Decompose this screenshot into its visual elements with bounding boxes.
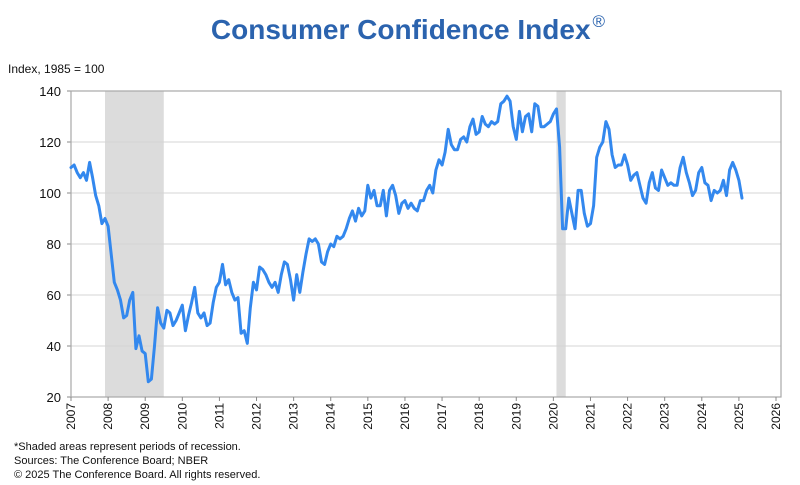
x-tick-label: 2023	[658, 403, 672, 430]
series-line	[69, 94, 744, 384]
y-tick-label: 100	[39, 186, 61, 201]
chart-title: Consumer Confidence Index ®	[0, 12, 800, 46]
y-tick-label: 60	[47, 288, 61, 303]
y-axis-label: Index, 1985 = 100	[8, 62, 105, 76]
y-tick-label: 120	[39, 135, 61, 150]
x-tick-label: 2018	[472, 403, 486, 430]
x-tick-label: 2024	[695, 403, 709, 430]
registered-mark: ®	[592, 12, 606, 31]
footnote-copyright: © 2025 The Conference Board. All rights …	[14, 469, 261, 481]
x-tick-label: 2016	[398, 403, 412, 430]
x-tick-label: 2019	[509, 403, 523, 430]
x-tick-label: 2026	[769, 403, 783, 430]
x-tick-label: 2017	[435, 403, 449, 430]
x-tick-label: 2011	[212, 403, 226, 429]
footnote-recession: *Shaded areas represent periods of reces…	[14, 441, 241, 453]
y-tick-label: 40	[47, 339, 61, 354]
x-tick-label: 2015	[361, 403, 375, 430]
x-tick-label: 2009	[138, 403, 152, 430]
chart-title-text: Consumer Confidence Index	[210, 14, 591, 45]
y-tick-label: 20	[47, 390, 61, 405]
plot-frame	[70, 90, 782, 398]
y-tick-label: 80	[47, 237, 61, 252]
x-tick-label: 2007	[64, 403, 78, 430]
x-tick-label: 2010	[175, 403, 189, 430]
x-tick-label: 2014	[324, 403, 338, 430]
x-tick-label: 2021	[583, 403, 597, 430]
y-tick-label: 140	[39, 84, 61, 99]
x-tick-label: 2012	[250, 403, 264, 430]
x-tick-label: 2022	[621, 403, 635, 430]
x-tick-label: 2008	[101, 403, 115, 430]
x-tick-label: 2020	[546, 403, 560, 430]
x-tick-label: 2025	[732, 403, 746, 430]
x-tick-label: 2013	[287, 403, 301, 430]
footnote-sources: Sources: The Conference Board; NBER	[14, 455, 209, 467]
